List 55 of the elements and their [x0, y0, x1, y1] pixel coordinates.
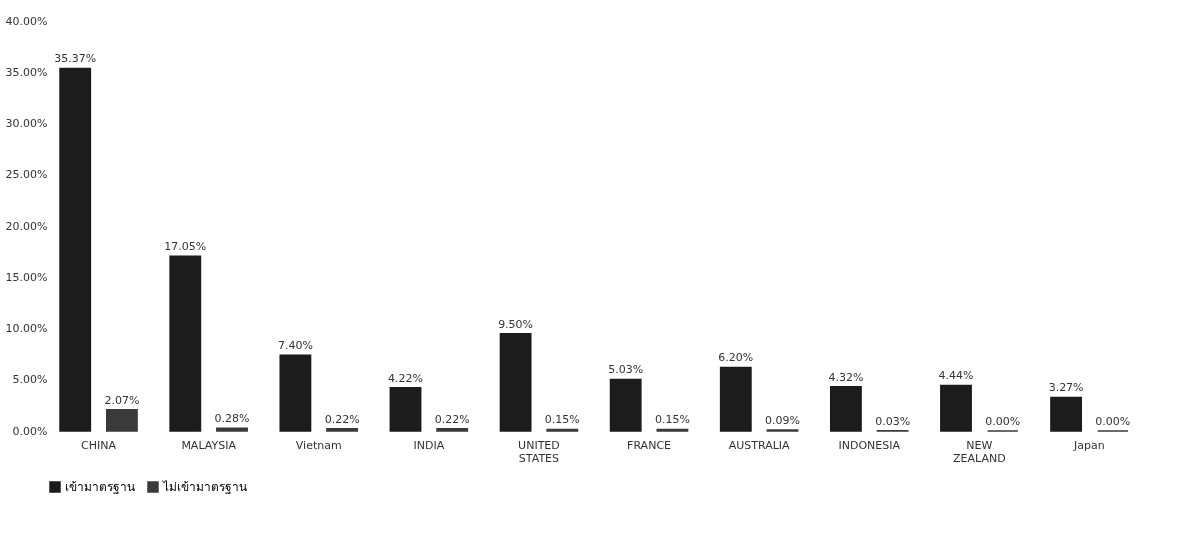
data-label: 17.05% — [164, 240, 207, 254]
data-label: 3.27% — [1048, 381, 1084, 395]
y-tick-label: 10.00% — [5, 322, 48, 335]
data-label: 0.09% — [765, 414, 800, 428]
bar — [499, 332, 532, 432]
bar — [609, 378, 642, 432]
bar — [105, 409, 138, 432]
x-tick-label: AUSTRALIA — [728, 438, 791, 452]
y-tick-label: 15.00% — [5, 270, 48, 284]
x-tick-label: INDIA — [413, 438, 445, 452]
data-label: 5.03% — [608, 363, 644, 377]
bar — [59, 67, 92, 432]
data-label: 0.22% — [324, 412, 360, 426]
legend-label: ไม่เข้ามาตรฐาน — [162, 480, 247, 494]
x-tick-label: NEW ZEALAND — [953, 438, 1006, 465]
bar — [940, 384, 972, 432]
data-label: 0.15% — [544, 413, 580, 427]
data-label: 0.00% — [985, 415, 1021, 428]
y-tick-label: 0.00% — [12, 424, 48, 438]
bar — [829, 385, 862, 432]
data-label: 4.32% — [828, 370, 864, 384]
data-label: 4.44% — [938, 369, 974, 383]
data-label: 6.20% — [718, 351, 754, 365]
x-tick-label: MALAYSIA — [181, 438, 237, 452]
x-tick-label: FRANCE — [627, 438, 672, 452]
bar — [389, 387, 422, 432]
y-tick-label: 40.00% — [5, 14, 48, 28]
bar — [326, 428, 359, 432]
data-label: 0.15% — [654, 413, 690, 427]
x-tick-label: INDONESIA — [838, 438, 901, 452]
data-label: 0.28% — [214, 412, 250, 426]
x-tick-label: Vietnam — [295, 438, 342, 452]
data-label: 0.03% — [875, 414, 911, 428]
data-label: 0.00% — [1095, 415, 1131, 428]
data-label: 9.50% — [498, 317, 534, 331]
x-tick-label: CHINA — [81, 438, 117, 452]
bar — [719, 366, 752, 432]
data-label: 35.37% — [54, 52, 97, 66]
y-tick-label: 25.00% — [5, 168, 48, 182]
legend-label: เข้ามาตรฐาน — [65, 480, 135, 494]
y-tick-label: 20.00% — [5, 219, 48, 233]
y-tick-label: 35.00% — [5, 65, 48, 79]
bar — [279, 354, 312, 432]
x-tick-label: Japan — [1073, 438, 1105, 452]
y-tick-label: 30.00% — [5, 117, 48, 130]
data-label: 2.07% — [104, 393, 140, 407]
bar — [1050, 396, 1083, 432]
x-tick-label: UNITED STATES — [518, 438, 560, 465]
data-label: 0.22% — [434, 412, 470, 426]
bar — [216, 427, 248, 432]
bar — [169, 255, 202, 432]
y-tick-label: 5.00% — [12, 373, 48, 387]
data-label: 4.22% — [388, 371, 423, 385]
data-label: 7.40% — [277, 339, 313, 353]
bar — [436, 428, 469, 432]
